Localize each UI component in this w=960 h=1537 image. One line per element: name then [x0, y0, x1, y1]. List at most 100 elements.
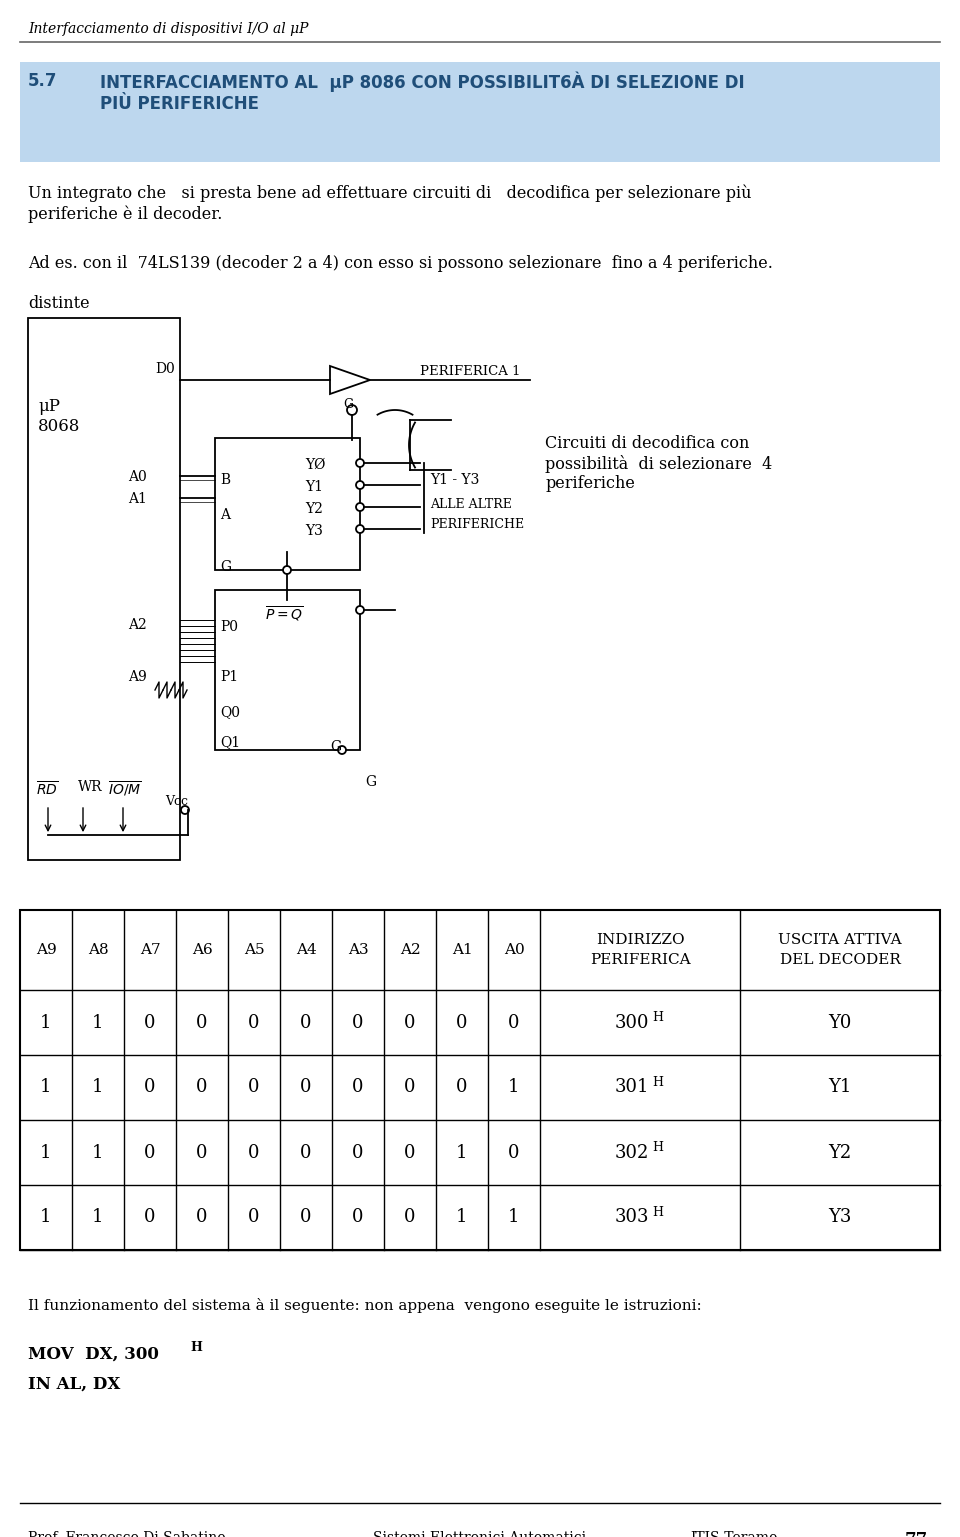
Text: Circuiti di decodifica con
possibilità  di selezionare  4
periferiche: Circuiti di decodifica con possibilità d…	[545, 435, 772, 492]
Text: Interfacciamento di dispositivi I/O al μP: Interfacciamento di dispositivi I/O al μ…	[28, 22, 308, 35]
Text: G: G	[330, 739, 341, 755]
Text: A6: A6	[192, 944, 212, 958]
Circle shape	[356, 481, 364, 489]
Text: 77: 77	[904, 1531, 928, 1537]
Text: A3: A3	[348, 944, 369, 958]
Text: 1: 1	[456, 1144, 468, 1162]
Text: 0: 0	[144, 1013, 156, 1031]
Text: $\overline{RD}$: $\overline{RD}$	[36, 779, 59, 798]
Text: G: G	[220, 559, 231, 573]
Text: H: H	[653, 1207, 663, 1219]
Text: A5: A5	[244, 944, 264, 958]
Text: 0: 0	[352, 1208, 364, 1227]
Text: H: H	[653, 1011, 663, 1024]
Text: 0: 0	[508, 1013, 519, 1031]
Text: 1: 1	[92, 1144, 104, 1162]
Text: 1: 1	[40, 1013, 52, 1031]
Text: A8: A8	[87, 944, 108, 958]
Text: 301: 301	[614, 1079, 649, 1096]
Circle shape	[356, 606, 364, 613]
Text: A9: A9	[36, 944, 57, 958]
Text: 300: 300	[614, 1013, 649, 1031]
Text: 302: 302	[614, 1144, 649, 1162]
Text: Y3: Y3	[828, 1208, 852, 1227]
Text: P0: P0	[220, 619, 238, 633]
Text: ALLE ALTRE: ALLE ALTRE	[430, 498, 512, 510]
Text: 0: 0	[249, 1013, 260, 1031]
Circle shape	[356, 503, 364, 510]
Circle shape	[356, 526, 364, 533]
Text: 0: 0	[456, 1013, 468, 1031]
Text: 0: 0	[144, 1208, 156, 1227]
Text: 0: 0	[144, 1144, 156, 1162]
Text: A2: A2	[128, 618, 147, 632]
Bar	[215, 438, 360, 570]
Text: Y2: Y2	[305, 503, 323, 516]
Text: A7: A7	[140, 944, 160, 958]
Text: H: H	[190, 1340, 202, 1354]
Bar	[20, 910, 940, 1250]
Text: Prof. Francesco Di Sabatino: Prof. Francesco Di Sabatino	[28, 1531, 226, 1537]
Text: 0: 0	[352, 1079, 364, 1096]
Circle shape	[338, 745, 346, 755]
Text: μP
8068: μP 8068	[38, 398, 81, 435]
Text: A1: A1	[451, 944, 472, 958]
Text: Un integrato che   si presta bene ad effettuare circuiti di   decodifica per sel: Un integrato che si presta bene ad effet…	[28, 184, 752, 223]
Text: 0: 0	[300, 1079, 312, 1096]
Text: 0: 0	[144, 1079, 156, 1096]
Text: 1: 1	[508, 1079, 519, 1096]
Text: Vcc: Vcc	[165, 795, 188, 808]
Text: Ad es. con il  74LS139 (decoder 2 a 4) con esso si possono selezionare  fino a 4: Ad es. con il 74LS139 (decoder 2 a 4) co…	[28, 255, 773, 272]
Text: 0: 0	[249, 1144, 260, 1162]
Text: IN AL, DX: IN AL, DX	[28, 1376, 120, 1393]
Text: 0: 0	[404, 1208, 416, 1227]
Text: 1: 1	[508, 1208, 519, 1227]
Text: Il funzionamento del sistema à il seguente: non appena  vengono eseguite le istr: Il funzionamento del sistema à il seguen…	[28, 1299, 702, 1313]
Text: 0: 0	[249, 1079, 260, 1096]
Text: 0: 0	[508, 1144, 519, 1162]
Text: A1: A1	[128, 492, 147, 506]
Polygon shape	[330, 366, 370, 393]
Text: 1: 1	[40, 1144, 52, 1162]
Circle shape	[283, 566, 291, 573]
Text: MOV  DX, 300: MOV DX, 300	[28, 1346, 158, 1363]
Text: D0: D0	[155, 363, 175, 377]
Text: 0: 0	[196, 1144, 207, 1162]
Text: Y1: Y1	[305, 480, 323, 493]
Circle shape	[181, 805, 189, 815]
Text: A4: A4	[296, 944, 317, 958]
Text: 1: 1	[92, 1013, 104, 1031]
Text: A9: A9	[128, 670, 147, 684]
Text: G: G	[343, 398, 353, 410]
Text: 0: 0	[196, 1208, 207, 1227]
Text: 0: 0	[352, 1013, 364, 1031]
Text: distinte: distinte	[28, 295, 89, 312]
Text: $\overline{P=Q}$: $\overline{P=Q}$	[265, 606, 303, 624]
Bar	[215, 590, 360, 750]
Text: A0: A0	[504, 944, 524, 958]
Text: 1: 1	[40, 1079, 52, 1096]
Bar	[20, 61, 940, 161]
Text: Y3: Y3	[305, 524, 323, 538]
Text: 1: 1	[92, 1208, 104, 1227]
Text: 0: 0	[196, 1013, 207, 1031]
Circle shape	[356, 460, 364, 467]
Bar	[28, 318, 180, 861]
Text: P1: P1	[220, 670, 238, 684]
Text: G: G	[365, 775, 376, 788]
Text: 0: 0	[456, 1079, 468, 1096]
Text: INDIRIZZO
PERIFERICA: INDIRIZZO PERIFERICA	[589, 933, 690, 967]
Text: 0: 0	[352, 1144, 364, 1162]
Text: Q0: Q0	[220, 705, 240, 719]
Text: 0: 0	[404, 1144, 416, 1162]
Text: Q1: Q1	[220, 735, 240, 749]
Text: PERIFERICHE: PERIFERICHE	[430, 518, 524, 530]
Text: 0: 0	[300, 1208, 312, 1227]
Text: Y1 - Y3: Y1 - Y3	[430, 473, 479, 487]
Text: PERIFERICA 1: PERIFERICA 1	[420, 364, 520, 378]
Text: B: B	[220, 473, 230, 487]
Text: INTERFACCIAMENTO AL  μP 8086 CON POSSIBILIT6À DI SELEZIONE DI
PIÙ PERIFERICHE: INTERFACCIAMENTO AL μP 8086 CON POSSIBIL…	[100, 72, 745, 114]
Text: 1: 1	[456, 1208, 468, 1227]
Text: Y2: Y2	[828, 1144, 852, 1162]
Text: 0: 0	[404, 1079, 416, 1096]
